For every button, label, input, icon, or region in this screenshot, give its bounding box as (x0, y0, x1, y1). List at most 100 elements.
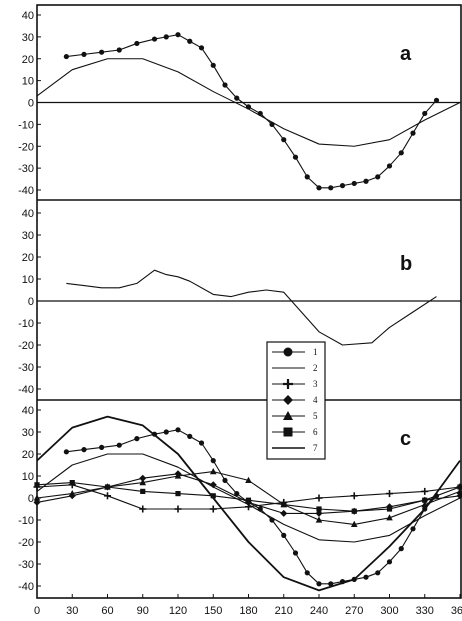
legend-entry: 3 (272, 379, 318, 389)
data-point (292, 154, 299, 160)
x-tick-label: 180 (239, 605, 257, 617)
x-tick-label: 0 (34, 605, 40, 617)
data-point (351, 180, 357, 187)
legend-entry: 5 (272, 411, 318, 421)
x-tick-label: 300 (380, 605, 398, 617)
data-point (175, 32, 181, 38)
legend-entry: 1 (272, 347, 318, 357)
data-point (63, 449, 69, 455)
data-point (398, 150, 404, 156)
x-tick-label: 120 (169, 605, 187, 617)
legend-label: 6 (313, 427, 318, 437)
y-tick-label: -10 (18, 119, 34, 131)
y-tick-label: -30 (18, 559, 34, 571)
data-point (99, 444, 105, 450)
data-point (304, 570, 310, 576)
data-point (151, 36, 158, 42)
y-tick-label: -20 (18, 537, 34, 549)
data-point (234, 491, 240, 497)
y-tick-label: -40 (18, 581, 34, 593)
data-point (210, 458, 216, 464)
y-tick-label: 40 (22, 10, 34, 22)
y-tick-label: 10 (22, 76, 34, 88)
data-point (280, 509, 288, 517)
data-point (209, 481, 217, 489)
y-tick-label: -20 (18, 141, 34, 153)
data-point (304, 174, 310, 180)
data-point (375, 174, 381, 180)
data-point (63, 53, 69, 60)
x-tick-label: 90 (137, 605, 149, 617)
data-point (198, 45, 205, 51)
y-tick-label: 10 (22, 471, 34, 483)
data-point (422, 110, 428, 117)
data-point (69, 480, 75, 486)
panel-label: c (400, 428, 411, 450)
data-point (198, 440, 205, 446)
x-tick-label: 270 (345, 605, 363, 617)
data-point (339, 183, 346, 189)
data-point (410, 526, 416, 532)
y-tick-label: 20 (22, 449, 34, 461)
x-tick-label: 60 (101, 605, 113, 617)
data-point (139, 479, 147, 486)
y-tick-label: 40 (22, 405, 34, 417)
data-point (328, 185, 334, 191)
panel-a: 40 30 20 10 0 -10 -20 -30 -40 a (18, 10, 461, 201)
y-tick-label: 0 (28, 493, 34, 505)
data-point (134, 436, 140, 442)
legend-label: 4 (313, 395, 318, 405)
y-tick-label: 0 (28, 98, 34, 110)
data-point (433, 97, 440, 103)
data-point (281, 502, 287, 508)
data-point (363, 574, 369, 580)
data-point (163, 429, 169, 435)
data-point (116, 442, 122, 448)
y-tick-label: 10 (22, 274, 34, 286)
series-line (36, 58, 461, 147)
legend: 1 2 3 4 5 6 7 (266, 341, 326, 460)
y-tick-label: -30 (18, 163, 34, 175)
data-point (375, 570, 381, 576)
panel-label: a (400, 43, 412, 65)
data-point (316, 581, 322, 587)
legend-entry: 4 (272, 395, 318, 405)
data-point (351, 508, 357, 514)
data-point (222, 82, 228, 88)
data-point (139, 474, 147, 482)
y-tick-label: -40 (18, 384, 34, 396)
data-point (234, 95, 240, 101)
series-5 (33, 468, 462, 527)
data-point (209, 468, 217, 475)
y-tick-label: -20 (18, 340, 34, 352)
data-point (316, 506, 322, 512)
x-tick-label: 150 (204, 605, 222, 617)
x-axis: 0 30 60 90 120 150 180 210 240 270 300 330 360 (34, 594, 462, 617)
data-point (140, 488, 146, 494)
y-tick-label: 40 (22, 208, 34, 220)
series-line (36, 415, 461, 592)
data-point (245, 497, 252, 503)
data-point (163, 34, 169, 40)
data-point (174, 472, 182, 479)
data-point (81, 51, 87, 57)
data-point (386, 506, 393, 512)
y-tick-label: 20 (22, 54, 34, 66)
y-tick-label: 20 (22, 252, 34, 264)
data-point (116, 47, 122, 53)
data-point (210, 62, 216, 68)
data-point (281, 532, 287, 539)
legend-label: 3 (313, 379, 318, 389)
data-point (99, 49, 105, 55)
data-point (104, 484, 111, 490)
x-tick-label: 330 (416, 605, 434, 617)
y-tick-label: -40 (18, 185, 34, 197)
legend-marker (283, 395, 293, 405)
data-point (350, 520, 358, 527)
x-tick-label: 240 (310, 605, 328, 617)
data-point (398, 546, 404, 552)
data-point (315, 509, 323, 517)
series-line (66, 269, 437, 346)
legend-marker (283, 347, 293, 357)
